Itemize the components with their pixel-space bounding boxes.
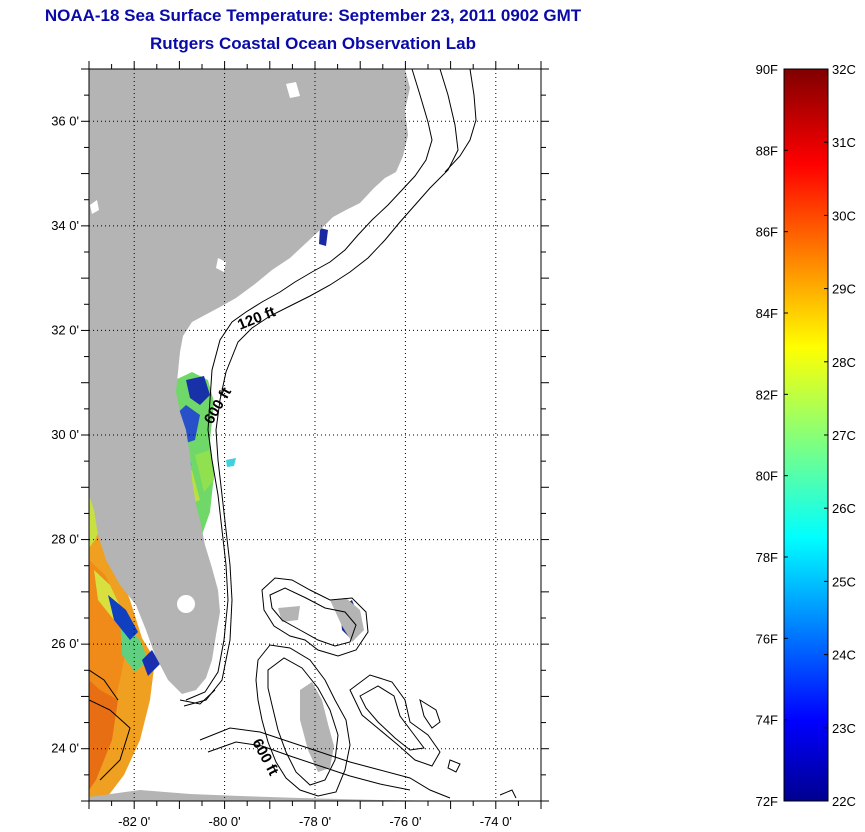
map-subtitle: Rutgers Coastal Ocean Observation Lab <box>150 34 476 53</box>
lat-label: 32 0' <box>51 322 79 337</box>
lat-label: 36 0' <box>51 113 79 128</box>
colorbar-label-c: 31C <box>832 135 856 150</box>
colorbar-label-f: 84F <box>756 306 778 321</box>
lat-label: 30 0' <box>51 427 79 442</box>
colorbar-label-f: 78F <box>756 550 778 565</box>
longitude-labels: -82 0' -80 0' -78 0' -76 0' -74 0' <box>118 814 512 829</box>
colorbar-label-c: 26C <box>832 501 856 516</box>
colorbar-label-c: 27C <box>832 428 856 443</box>
colorbar-label-f: 86F <box>756 225 778 240</box>
lon-label: -78 0' <box>299 814 331 829</box>
colorbar-label-f: 80F <box>756 469 778 484</box>
lon-label: -76 0' <box>389 814 421 829</box>
map-title: NOAA-18 Sea Surface Temperature: Septemb… <box>44 6 582 25</box>
lon-label: -82 0' <box>118 814 150 829</box>
colorbar-label-f: 88F <box>756 143 778 158</box>
colorbar-label-f: 72F <box>756 794 778 809</box>
colorbar-label-f: 76F <box>756 631 778 646</box>
colorbar-celsius-labels: 32C 31C 30C 29C 28C 27C 26C 25C 24C 23C 22C <box>824 62 856 809</box>
colorbar-label-c: 25C <box>832 574 856 589</box>
colorbar-label-c: 32C <box>832 62 856 77</box>
lat-label: 28 0' <box>51 532 79 547</box>
colorbar-label-c: 28C <box>832 355 856 370</box>
lat-label: 26 0' <box>51 636 79 651</box>
colorbar-label-c: 23C <box>832 721 856 736</box>
colorbar-label-c: 29C <box>832 282 856 297</box>
land-abaco <box>330 598 364 642</box>
lon-label: -80 0' <box>209 814 241 829</box>
colorbar-label-f: 90F <box>756 62 778 77</box>
lon-label: -74 0' <box>480 814 512 829</box>
map-ticks <box>81 61 549 809</box>
land-mainland <box>89 69 410 694</box>
colorbar-label-c: 30C <box>832 208 856 223</box>
lat-label: 34 0' <box>51 218 79 233</box>
colorbar <box>783 68 829 802</box>
graticule <box>89 69 541 801</box>
lat-label: 24 0' <box>51 741 79 756</box>
colorbar-label-f: 74F <box>756 713 778 728</box>
lake-okeechobee <box>177 595 195 613</box>
colorbar-label-f: 82F <box>756 387 778 402</box>
colorbar-label-c: 22C <box>832 794 856 809</box>
latitude-labels: 36 0' 34 0' 32 0' 30 0' 28 0' 26 0' 24 0' <box>51 113 79 755</box>
depth-contours <box>89 69 517 799</box>
colorbar-fahrenheit-labels: 90F 88F 86F 84F 82F 80F 78F 76F 74F 72F <box>756 62 788 809</box>
colorbar-label-c: 24C <box>832 648 856 663</box>
land-bahamas <box>300 682 334 772</box>
land-cuba <box>89 790 460 801</box>
